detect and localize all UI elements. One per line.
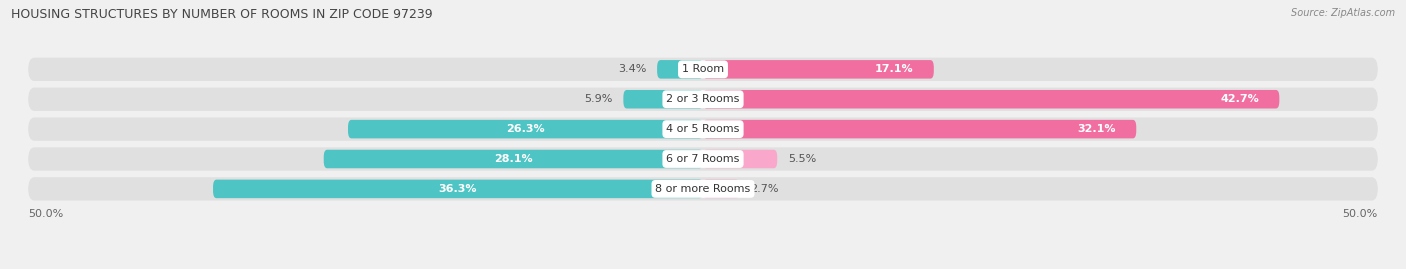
FancyBboxPatch shape: [703, 60, 934, 79]
FancyBboxPatch shape: [28, 147, 1378, 171]
FancyBboxPatch shape: [214, 180, 703, 198]
Text: 32.1%: 32.1%: [1077, 124, 1116, 134]
Text: 8 or more Rooms: 8 or more Rooms: [655, 184, 751, 194]
Text: 1 Room: 1 Room: [682, 64, 724, 74]
FancyBboxPatch shape: [28, 177, 1378, 201]
Text: 5.9%: 5.9%: [583, 94, 613, 104]
FancyBboxPatch shape: [28, 58, 1378, 81]
Text: 28.1%: 28.1%: [494, 154, 533, 164]
FancyBboxPatch shape: [703, 120, 1136, 138]
FancyBboxPatch shape: [623, 90, 703, 108]
FancyBboxPatch shape: [28, 88, 1378, 111]
Text: 26.3%: 26.3%: [506, 124, 544, 134]
FancyBboxPatch shape: [323, 150, 703, 168]
Text: 17.1%: 17.1%: [875, 64, 914, 74]
FancyBboxPatch shape: [28, 118, 1378, 141]
Text: 2.7%: 2.7%: [751, 184, 779, 194]
FancyBboxPatch shape: [657, 60, 703, 79]
FancyBboxPatch shape: [349, 120, 703, 138]
Text: 4 or 5 Rooms: 4 or 5 Rooms: [666, 124, 740, 134]
Text: HOUSING STRUCTURES BY NUMBER OF ROOMS IN ZIP CODE 97239: HOUSING STRUCTURES BY NUMBER OF ROOMS IN…: [11, 8, 433, 21]
Legend: Owner-occupied, Renter-occupied: Owner-occupied, Renter-occupied: [574, 266, 832, 269]
FancyBboxPatch shape: [703, 180, 740, 198]
FancyBboxPatch shape: [703, 150, 778, 168]
Text: 50.0%: 50.0%: [28, 209, 63, 219]
Text: Source: ZipAtlas.com: Source: ZipAtlas.com: [1291, 8, 1395, 18]
Text: 36.3%: 36.3%: [439, 184, 477, 194]
Text: 42.7%: 42.7%: [1220, 94, 1260, 104]
Text: 50.0%: 50.0%: [1343, 209, 1378, 219]
Text: 2 or 3 Rooms: 2 or 3 Rooms: [666, 94, 740, 104]
Text: 3.4%: 3.4%: [617, 64, 647, 74]
FancyBboxPatch shape: [703, 90, 1279, 108]
Text: 6 or 7 Rooms: 6 or 7 Rooms: [666, 154, 740, 164]
Text: 5.5%: 5.5%: [787, 154, 817, 164]
